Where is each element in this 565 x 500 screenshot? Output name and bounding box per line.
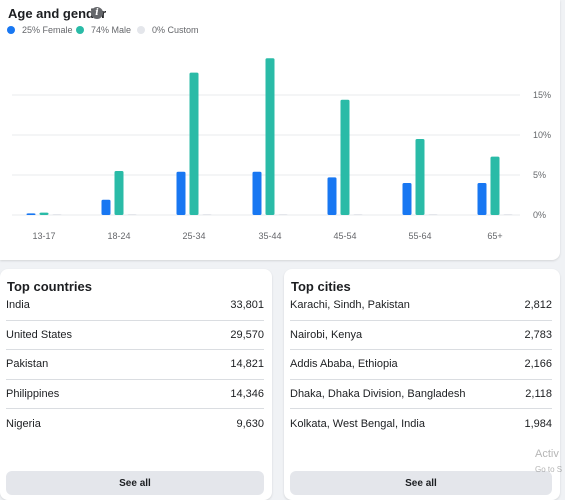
- top-countries-title: Top countries: [7, 279, 92, 294]
- bar-custom: [127, 214, 137, 215]
- bar-male: [415, 139, 425, 215]
- activation-watermark: Activ Go to S: [535, 446, 562, 478]
- list-item: Nigeria 9,630: [6, 409, 264, 439]
- legend-custom[interactable]: 0% Custom: [137, 25, 199, 35]
- bar-custom: [428, 214, 438, 215]
- bar-custom: [52, 214, 62, 215]
- city-value: 2,783: [524, 328, 552, 341]
- bar-custom: [353, 214, 363, 215]
- list-item: India 33,801: [6, 291, 264, 321]
- bar-male: [490, 156, 500, 215]
- x-tick-label: 25-34: [182, 231, 205, 241]
- list-item: Addis Ababa, Ethiopia 2,166: [290, 350, 552, 380]
- list-item: United States 29,570: [6, 321, 264, 350]
- see-all-cities-button[interactable]: See all: [290, 471, 552, 495]
- country-value: 29,570: [230, 328, 264, 341]
- bar-female: [402, 183, 412, 215]
- city-value: 2,118: [525, 387, 552, 400]
- x-tick-label: 45-54: [333, 231, 356, 241]
- country-value: 33,801: [230, 299, 264, 312]
- list-item: Philippines 14,346: [6, 380, 264, 409]
- country-name: United States: [6, 328, 73, 341]
- list-item: Dhaka, Dhaka Division, Bangladesh 2,118: [290, 380, 552, 409]
- city-name: Kolkata, West Bengal, India: [290, 417, 425, 430]
- bar-female: [252, 171, 262, 215]
- male-dot-icon: [76, 26, 84, 34]
- y-tick-label: 15%: [533, 90, 551, 100]
- bar-custom: [202, 214, 212, 215]
- list-item: Kolkata, West Bengal, India 1,984: [290, 409, 552, 439]
- x-tick-label: 35-44: [258, 231, 281, 241]
- x-tick-label: 55-64: [408, 231, 431, 241]
- city-value: 1,984: [524, 417, 552, 430]
- bar-male: [189, 72, 199, 215]
- legend-custom-label: 0% Custom: [152, 25, 199, 35]
- bar-male: [39, 212, 49, 215]
- top-cities-title: Top cities: [291, 279, 351, 294]
- city-name: Addis Ababa, Ethiopia: [290, 358, 398, 371]
- city-name: Dhaka, Dhaka Division, Bangladesh: [290, 387, 466, 400]
- city-name: Nairobi, Kenya: [290, 328, 363, 341]
- bar-female: [101, 199, 111, 215]
- list-item: Pakistan 14,821: [6, 350, 264, 380]
- bar-female: [327, 177, 337, 215]
- bar-female: [176, 171, 186, 215]
- top-countries-list: India 33,801 United States 29,570 Pakist…: [6, 291, 264, 439]
- x-tick-label: 18-24: [107, 231, 130, 241]
- bar-male: [340, 99, 350, 215]
- age-gender-chart: 15% 10% 5% 0% 13-17 18-24 25-34 35-44 45-54 55-64…: [12, 58, 551, 241]
- watermark-line2: Go to S: [535, 465, 563, 474]
- female-dot-icon: [7, 26, 15, 34]
- top-countries-card: Top countries India 33,801 United States…: [0, 269, 272, 500]
- country-name: Nigeria: [6, 417, 41, 430]
- x-tick-label: 13-17: [32, 231, 55, 241]
- info-icon[interactable]: i: [91, 7, 103, 19]
- bar-female: [477, 183, 487, 215]
- custom-dot-icon: [137, 26, 145, 34]
- legend-male-label: 74% Male: [91, 25, 132, 35]
- watermark-line1: Activ: [535, 448, 559, 460]
- top-cities-card: Top cities Karachi, Sindh, Pakistan 2,81…: [284, 269, 560, 500]
- see-all-countries-button[interactable]: See all: [6, 471, 264, 495]
- y-tick-label: 5%: [533, 170, 546, 180]
- country-value: 9,630: [236, 417, 264, 430]
- legend-female-label: 25% Female: [22, 25, 73, 35]
- y-tick-label: 10%: [533, 130, 551, 140]
- city-value: 2,812: [524, 299, 552, 312]
- bar-custom: [278, 214, 288, 215]
- country-name: India: [6, 299, 30, 312]
- city-value: 2,166: [524, 358, 552, 371]
- bar-custom: [503, 214, 513, 215]
- y-tick-label: 0%: [533, 210, 546, 220]
- legend-male[interactable]: 74% Male: [76, 25, 131, 35]
- country-name: Philippines: [6, 387, 60, 400]
- country-value: 14,821: [230, 358, 264, 371]
- age-gender-title: Age and gender: [8, 6, 107, 21]
- city-name: Karachi, Sindh, Pakistan: [290, 299, 410, 312]
- country-name: Pakistan: [6, 358, 49, 371]
- country-value: 14,346: [230, 387, 264, 400]
- bar-female: [26, 213, 36, 215]
- list-item: Karachi, Sindh, Pakistan 2,812: [290, 291, 552, 321]
- x-tick-label: 65+: [487, 231, 502, 241]
- legend-female[interactable]: 25% Female: [7, 25, 73, 35]
- bar-male: [265, 58, 275, 216]
- top-cities-list: Karachi, Sindh, Pakistan 2,812 Nairobi, …: [290, 291, 552, 439]
- bar-male: [114, 171, 124, 215]
- age-gender-card: Age and gender i 25% Female 74% Male 0% …: [0, 0, 560, 260]
- list-item: Nairobi, Kenya 2,783: [290, 321, 552, 350]
